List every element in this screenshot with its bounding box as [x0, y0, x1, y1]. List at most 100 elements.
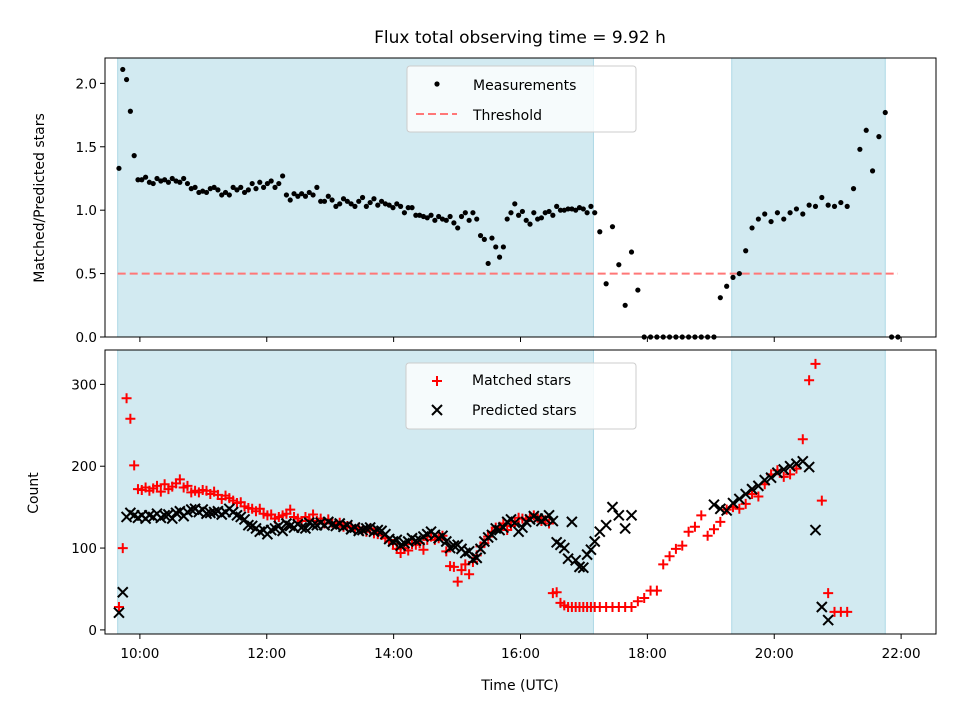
measurement-point [123, 76, 130, 83]
measurement-point [340, 196, 347, 202]
predicted-star-point [158, 509, 171, 522]
legend-matched-marker [432, 376, 442, 386]
measurement-point [299, 191, 305, 197]
measurement-point [455, 225, 461, 231]
measurement-point [375, 202, 381, 208]
predicted-star-point [436, 530, 449, 542]
measurement-point [306, 189, 312, 196]
measurement-point [768, 218, 774, 225]
measurement-point [588, 203, 594, 209]
top-y-axis-label: Matched/Predicted stars [32, 113, 48, 283]
measurement-point [321, 198, 328, 204]
observing-window [731, 57, 886, 338]
predicted-star-point [299, 522, 312, 535]
measurement-point [523, 217, 529, 223]
predicted-star-point [440, 535, 452, 548]
ratio-panel: 0.00.51.01.52.0 Matched/Predicted stars … [32, 57, 937, 346]
measurement-point [774, 210, 781, 216]
measurement-point [211, 184, 217, 190]
y-tick-label: 1.0 [76, 203, 97, 219]
measurement-point [245, 187, 251, 193]
matched-star-point [456, 565, 467, 576]
measurement-point [405, 205, 411, 211]
predicted-star-point [625, 509, 638, 522]
measurement-point [241, 189, 248, 196]
x-tick-label: 10:00 [120, 646, 159, 662]
x-tick-label: 20:00 [755, 646, 794, 662]
predicted-star-point [771, 467, 784, 479]
measurement-point [359, 194, 366, 201]
measurement-point [882, 109, 888, 116]
measurement-point [724, 283, 730, 289]
predicted-star-point [803, 461, 815, 473]
measurement-point [276, 180, 282, 187]
bottom-y-ticks: 0 100 200 300 [71, 377, 105, 639]
measurement-point [500, 244, 506, 250]
y-tick-label: 2.0 [76, 76, 97, 92]
measurement-point [413, 212, 419, 218]
measurement-point [515, 212, 522, 218]
measurement-point [230, 184, 236, 190]
predicted-star-point [391, 534, 403, 546]
predicted-star-point [739, 488, 752, 500]
measurement-point [538, 215, 545, 221]
predicted-star-point [822, 614, 834, 626]
bottom-legend-box [405, 362, 637, 430]
predicted-star-point [708, 498, 720, 511]
measurement-point [424, 215, 430, 221]
predicted-star-point [372, 524, 384, 536]
matched-star-point [174, 474, 185, 485]
measurement-point [800, 211, 806, 217]
measurement-point [762, 211, 768, 217]
matched-star-point [125, 413, 136, 424]
predicted-star-point [474, 543, 487, 555]
matched-star-point [804, 375, 815, 386]
measurement-point [234, 187, 240, 193]
x-tick-label: 16:00 [501, 646, 540, 662]
x-axis-label: Time (UTC) [480, 678, 558, 694]
measurement-point [280, 173, 286, 179]
measurement-point [283, 192, 290, 198]
measurement-point [850, 186, 857, 192]
predicted-star-point [448, 539, 460, 552]
measurement-point [352, 203, 358, 209]
measurement-point [844, 203, 850, 209]
matched-star-point [740, 498, 751, 509]
predicted-star-point [573, 561, 586, 573]
measurement-point [318, 198, 324, 204]
measurement-point [356, 198, 362, 204]
measurement-point [554, 203, 560, 209]
x-tick-label: 18:00 [628, 646, 667, 662]
predicted-star-point [307, 519, 319, 531]
matched-star-point [129, 460, 140, 471]
y-tick-label: 0.5 [76, 267, 97, 283]
measurement-point [432, 217, 438, 223]
measurement-point [565, 206, 571, 212]
predicted-star-point [543, 509, 555, 522]
measurement-point [458, 213, 465, 220]
measurement-point [496, 254, 503, 260]
predicted-star-point [242, 519, 255, 531]
predicted-star-point [276, 525, 289, 537]
measurement-point [597, 229, 603, 235]
matched-star-point [117, 543, 128, 554]
measurement-point [165, 179, 172, 185]
predicted-star-point [471, 552, 483, 564]
measurement-point [135, 177, 141, 183]
matched-star-point [842, 606, 853, 617]
measurement-point [428, 212, 434, 218]
predicted-star-point [600, 519, 612, 531]
measurement-point [154, 175, 160, 182]
measurement-point [622, 302, 628, 308]
measurement-point [314, 184, 320, 190]
measurement-point [181, 175, 187, 182]
predicted-star-point [117, 586, 129, 598]
measurement-point [287, 197, 293, 203]
predicted-star-point [353, 525, 365, 537]
matched-star-point [664, 551, 675, 562]
measurement-point [493, 244, 499, 250]
measurement-point [363, 203, 369, 209]
measurement-point [272, 184, 278, 190]
measurement-point [481, 236, 487, 242]
measurement-point [584, 210, 590, 216]
